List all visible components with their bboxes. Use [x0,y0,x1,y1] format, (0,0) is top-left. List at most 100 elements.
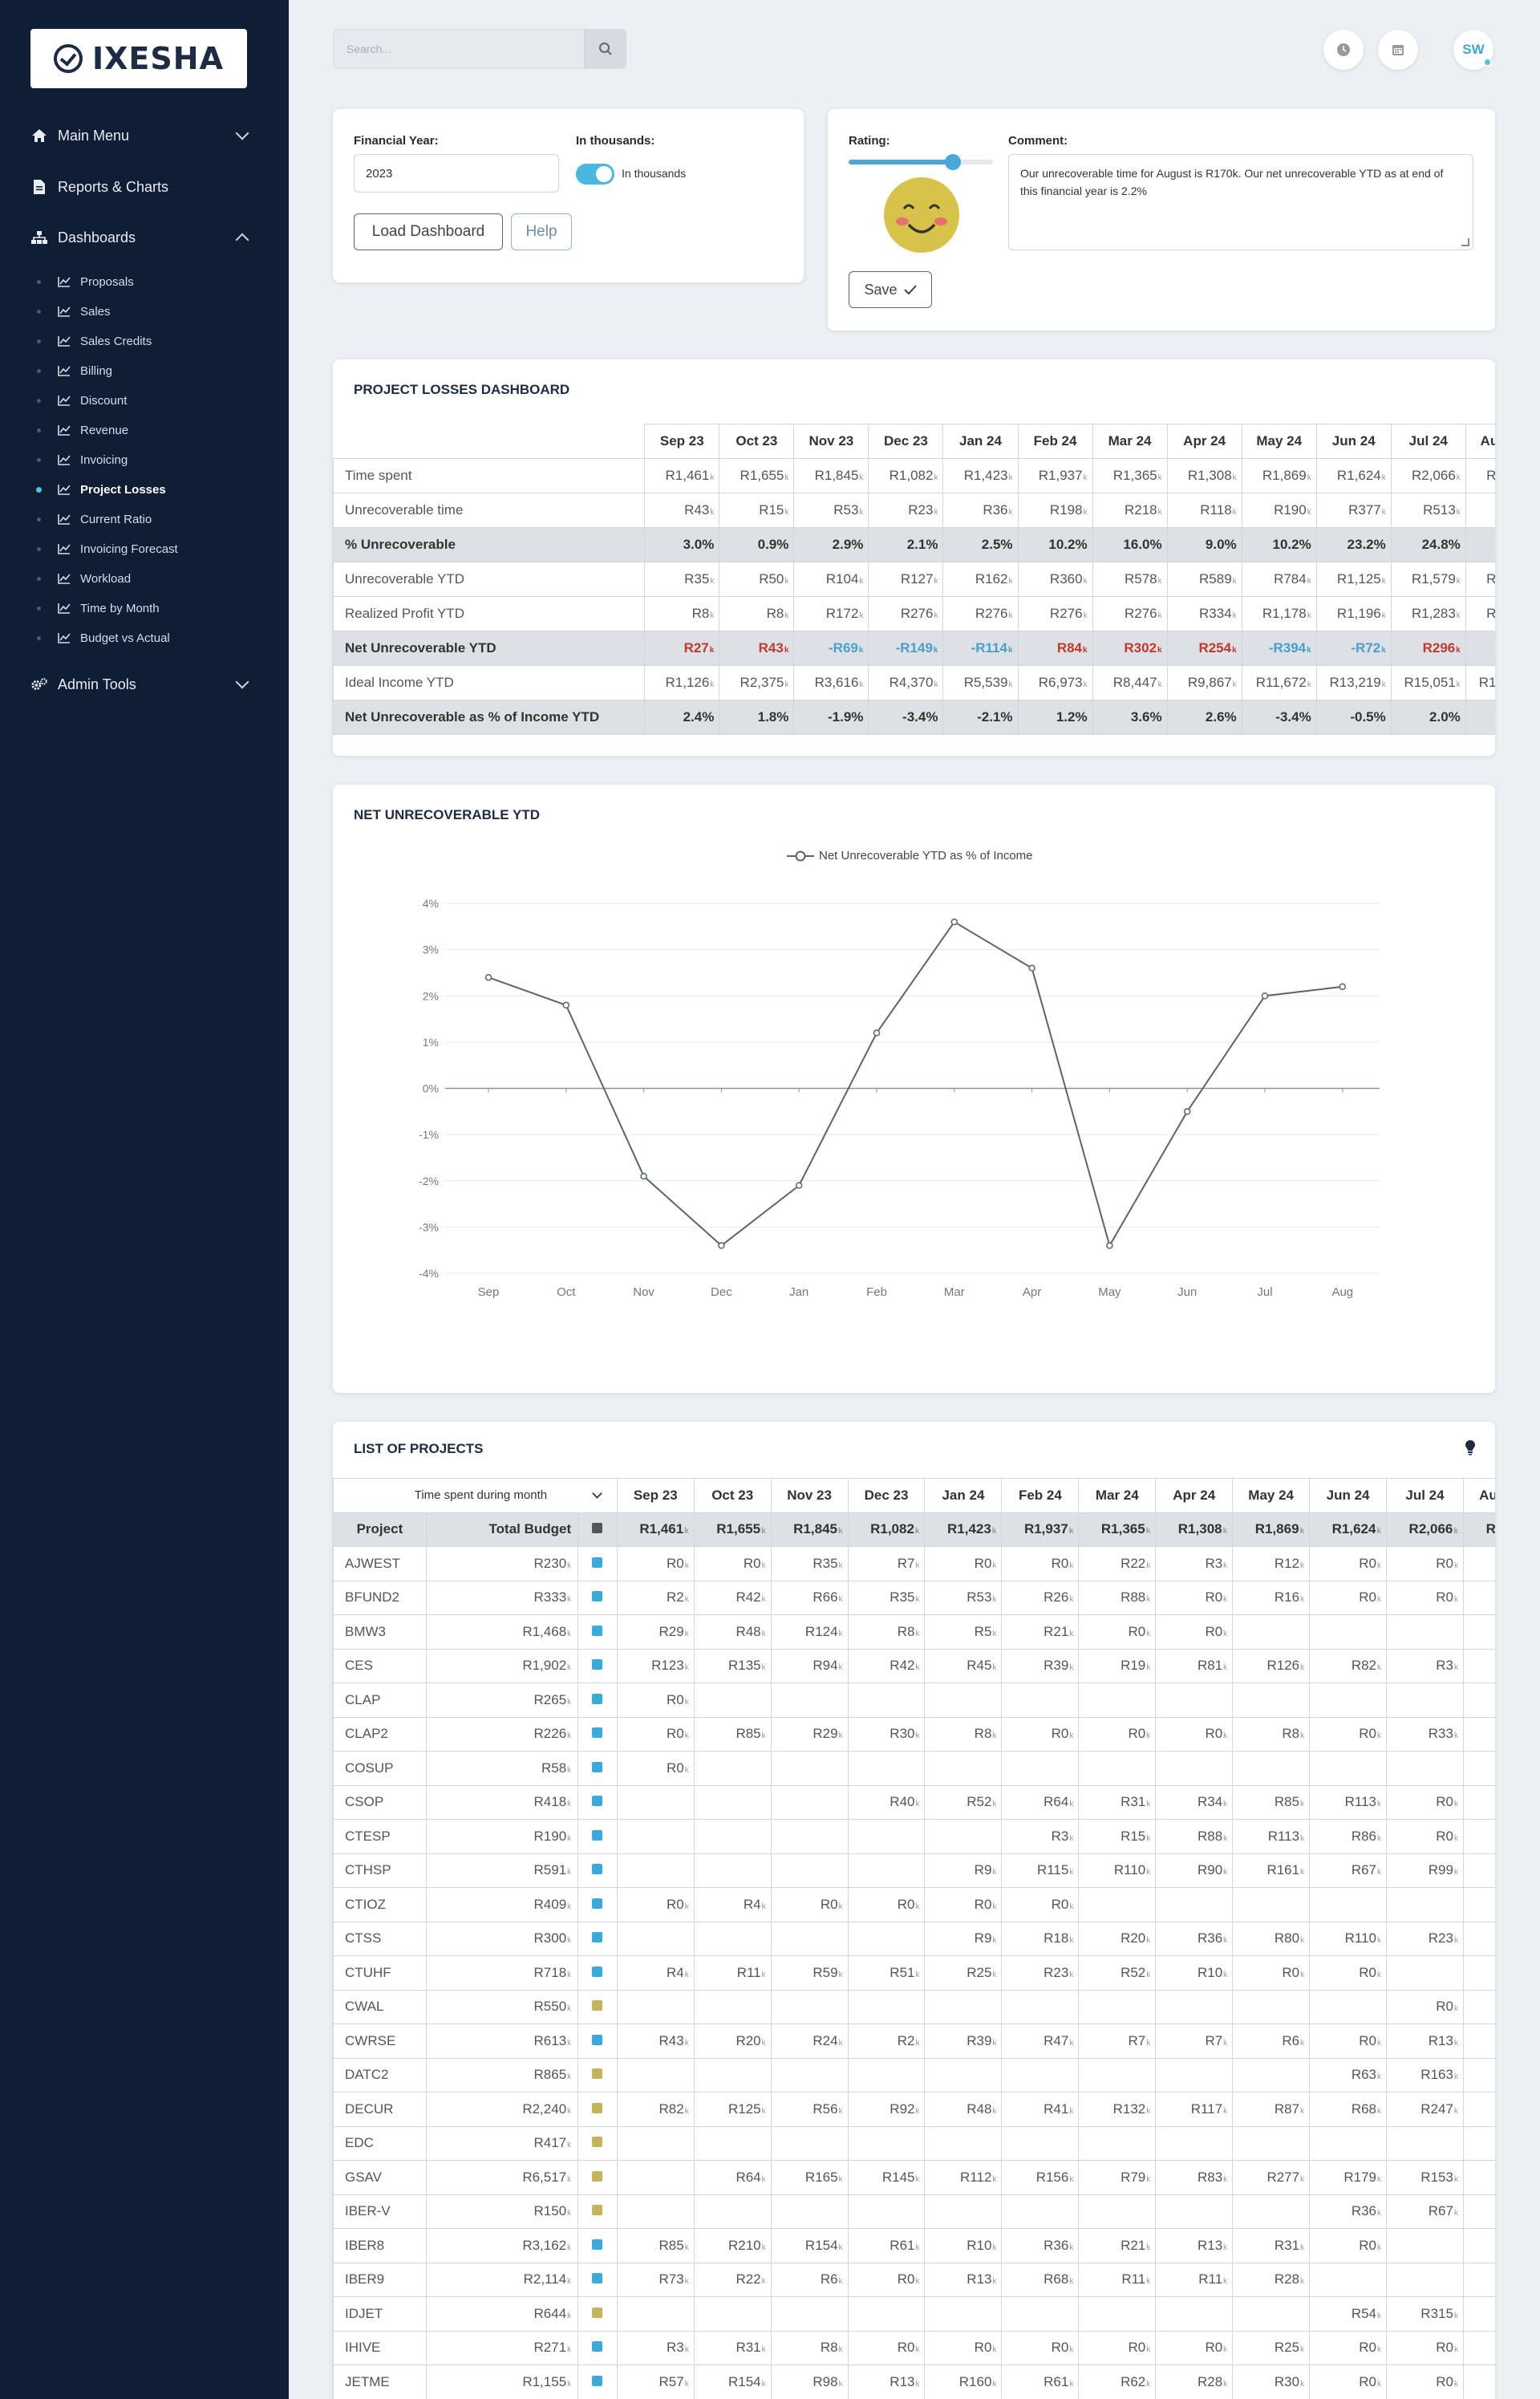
table-row[interactable]: GSAV R6,517k R64k R165k R145k R112k R156k R79k R… [333,2160,1495,2195]
table-row[interactable]: CLAP2 R226k R0k R85k R29k R30k R8k R0k R0k R0k R8k… [333,1716,1495,1752]
budget-cell: R2,240k [425,2092,579,2127]
table-row[interactable]: CES R1,902k R123k R135k R94k R42k R45k R39k R19k… [333,1648,1495,1683]
unit-suffix: k [1069,2106,1074,2116]
table-row[interactable]: CSOP R418k R40k R52k R64k R31k R34k R85k R113k R0… [333,1784,1495,1820]
cell-value: R21 [1121,2237,1146,2253]
table-cell: R125k [693,2092,772,2127]
sidebar-item-discount[interactable]: Discount [35,386,260,416]
sidebar-item-time-by-month[interactable]: Time by Month [35,594,260,623]
table-cell: R0k [1462,2330,1495,2365]
sidebar-item-proposals[interactable]: Proposals [35,267,260,297]
sidebar-item-workload[interactable]: Workload [35,564,260,594]
dashboards-submenu: Proposals Sales Sales Credits Billing Discou… [35,267,260,653]
sidebar-item-budget-vs-actual[interactable]: Budget vs Actual [35,623,260,653]
projects-card: LIST OF PROJECTS Time spent during month… [333,1422,1495,2399]
table-cell [847,1683,926,1718]
comment-textarea[interactable]: Our unrecoverable time for August is R17… [1008,154,1473,250]
project-name: CTHSP [333,1853,427,1888]
table-row[interactable]: BMW3 R1,468k R29k R48k R124k R8k R5k R21k R0k R0k [333,1614,1495,1650]
unit-suffix: k [1008,611,1013,620]
clock-button[interactable] [1323,30,1364,70]
table-cell: R39k [924,2024,1003,2059]
financial-year-input[interactable]: 2023 [354,154,559,193]
rating-slider-handle[interactable] [944,154,961,170]
table-cell: R1,423k [942,458,1019,493]
sidebar-item-invoicing[interactable]: Invoicing [35,445,260,475]
table-row[interactable]: COSUP R58k R0k [333,1751,1495,1786]
cell-value: R8 [691,606,710,621]
cell-value: R25 [1274,2340,1300,2356]
table-row[interactable]: DATC2R865kR63kR163kR134k [333,2057,1495,2093]
table-cell [1232,2296,1311,2332]
table-row[interactable]: CWALR550kR0kR37k [333,1989,1495,2024]
table-row[interactable]: CWRSE R613k R43k R20k R24k R2k R39k R47k R7k R7k R… [333,2024,1495,2059]
table-row[interactable]: IBER9 R2,114k R73k R22k R6k R0k R13k R68k R11k R1… [333,2262,1495,2297]
resize-handle-icon[interactable] [1461,238,1469,246]
lightbulb-icon[interactable] [1465,1439,1476,1455]
cell-value: R4 [743,1896,761,1912]
table-cell: R0k [924,1887,1003,1922]
sidebar-item-sales-credits[interactable]: Sales Credits [35,327,260,356]
table-row[interactable]: DECUR R2,240k R82k R125k R56k R92k R48k R41k R13… [333,2092,1495,2127]
table-row[interactable]: CTIOZ R409k R0k R4k R0k R0k R0k R0k [333,1887,1495,1922]
cell-value: R84 [1056,640,1082,656]
table-row[interactable]: EDCR417kR6k [333,2125,1495,2161]
load-dashboard-button[interactable]: Load Dashboard [354,213,503,250]
cell-value: R277 [1266,2169,1300,2185]
month-header: Apr 24 [1166,424,1242,459]
table-row[interactable]: AJWEST R230k R0k R0k R35k R7k R0k R0k R22k R3k R12… [333,1546,1495,1581]
table-row[interactable]: JETME R1,155k R57k R154k R98k R13k R160k R61k R6… [333,2364,1495,2399]
unit-suffix: k [1377,1561,1382,1570]
table-row[interactable]: CTESP R190k R3k R15k R88k R113k R86k R0k [333,1819,1495,1854]
table-row[interactable]: IHIVE R271k R3k R31k R8k R0k R0k R0k R0k R0k R25k R… [333,2330,1495,2365]
unit-suffix: k [838,1970,843,1979]
project-name: DATC2 [333,2057,427,2093]
table-cell [1001,2125,1080,2161]
in-thousands-toggle[interactable] [576,164,614,185]
table-row[interactable]: IBER-VR150kR36kR67kR44k [333,2194,1495,2229]
nav-dashboards[interactable]: Dashboards [30,229,249,247]
cell-value: R3 [666,2340,684,2356]
table-cell [1078,2194,1157,2229]
nav-main-menu[interactable]: Main Menu [30,126,249,144]
color-cell [578,2330,618,2365]
bullet-dot [37,577,41,581]
table-row[interactable]: BFUND2 R333k R2k R42k R66k R35k R53k R26k R88k R0… [333,1580,1495,1615]
calendar-button[interactable] [1378,30,1418,70]
total-cell: R1,493k [1462,1512,1495,1547]
search-input[interactable] [334,30,584,68]
sidebar-item-revenue[interactable]: Revenue [35,416,260,445]
sidebar-item-sales[interactable]: Sales [35,297,260,327]
table-row[interactable]: CTUHF R718k R4k R11k R59k R51k R25k R23k R52k R10… [333,1955,1495,1991]
sidebar-item-billing[interactable]: Billing [35,356,260,386]
nav-admin-tools[interactable]: Admin Tools [30,675,249,693]
unit-suffix: k [761,2174,766,2184]
search-button[interactable] [584,30,626,68]
help-button[interactable]: Help [511,213,572,250]
user-avatar[interactable]: SW [1453,30,1493,70]
x-tick-label: Nov [633,1285,654,1299]
sidebar-item-project-losses[interactable]: Project Losses [35,475,260,505]
rating-slider[interactable] [849,154,993,170]
unit-suffix: k [684,2345,689,2355]
sidebar-item-current-ratio[interactable]: Current Ratio [35,505,260,534]
table-row[interactable]: IBER8 R3,162k R85k R210k R154k R61k R10k R36k R2… [333,2228,1495,2263]
table-cell: R53k [793,493,869,528]
table-row[interactable]: IDJETR644kR54kR315kR86k [333,2296,1495,2332]
color-cell [578,1887,618,1922]
table-cell: R0k [1309,2364,1388,2399]
unit-suffix: k [1157,611,1162,620]
table-row[interactable]: CTHSP R591k R9k R115k R110k R90k R161k R67k R99k… [333,1853,1495,1888]
sidebar-item-invoicing-forecast[interactable]: Invoicing Forecast [35,534,260,564]
nav-reports-charts[interactable]: Reports & Charts [30,178,247,196]
brand-logo[interactable]: IXESHA [30,29,247,88]
unit-suffix: k [859,508,864,517]
save-button[interactable]: Save [849,271,932,308]
table-cell [693,1784,772,1820]
metric-select[interactable]: Time spent during month [333,1478,618,1513]
table-row[interactable]: CLAP R265k R0k [333,1683,1495,1718]
unit-suffix: k [1083,577,1088,586]
unit-suffix: k [784,508,789,517]
table-row[interactable]: CTSSR300kR9kR18kR20kR36kR80kR110kR23kR0k [333,1921,1495,1956]
unit-suffix: k [684,1765,689,1775]
